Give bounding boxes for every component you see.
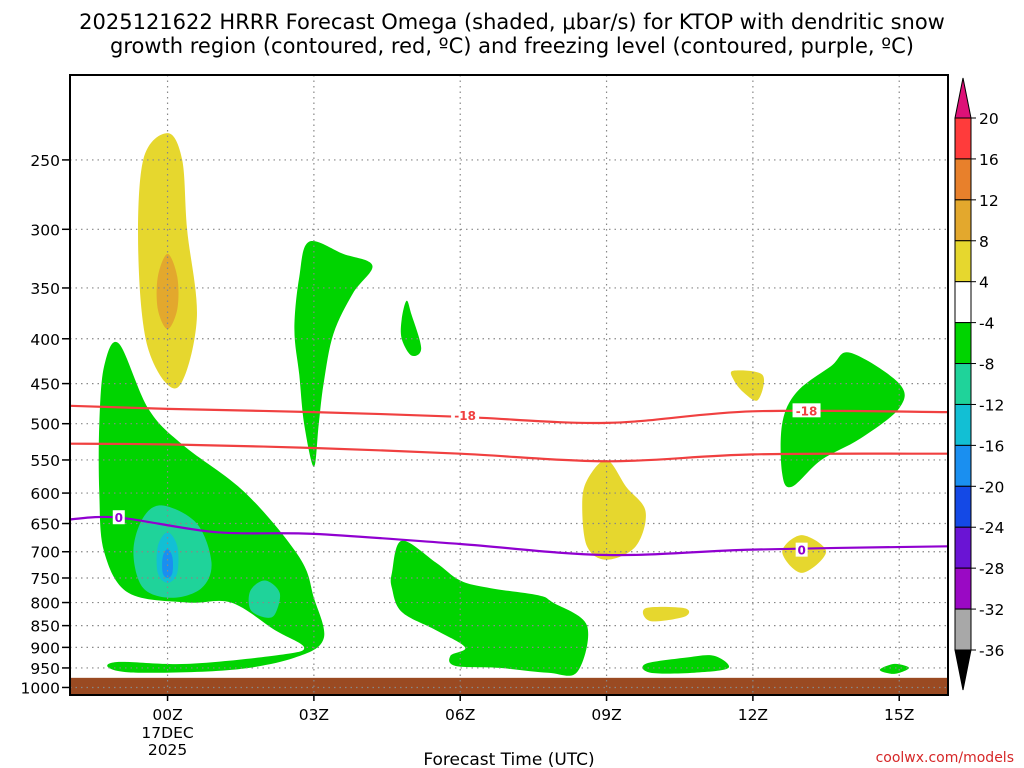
contour-label-2: 0 bbox=[115, 511, 123, 525]
y-tick-label-1000: 1000 bbox=[21, 679, 60, 697]
colorbar-swatch-0 bbox=[954, 117, 972, 160]
colorbar-top-arrow bbox=[954, 77, 972, 119]
colorbar-label-1: 16 bbox=[979, 151, 999, 169]
y-tick-label-600: 600 bbox=[30, 485, 60, 503]
plot-frame bbox=[69, 74, 949, 696]
ascent-small-yellow bbox=[642, 606, 690, 622]
colorbar-swatch-9 bbox=[954, 485, 972, 528]
y-tick-label-250: 250 bbox=[30, 152, 60, 170]
contour-label-bg bbox=[795, 542, 808, 557]
colorbar-label-2: 12 bbox=[979, 192, 999, 210]
colorbar-swatch-8 bbox=[954, 444, 972, 487]
omega-shaded-regions bbox=[98, 133, 909, 676]
x-tick-label-06Z: 06Z bbox=[445, 706, 475, 724]
colorbar-label-10: -24 bbox=[979, 519, 1004, 537]
y-tick-label-450: 450 bbox=[30, 376, 60, 394]
colorbar-swatch-7 bbox=[954, 403, 972, 446]
colorbar-swatch-3 bbox=[954, 240, 972, 283]
colorbar-label-4: 4 bbox=[979, 274, 989, 292]
colorbar-label-6: -8 bbox=[979, 356, 994, 374]
colorbar-label-0: 20 bbox=[979, 110, 999, 128]
contour-label-1: -18 bbox=[796, 404, 818, 418]
y-tick-label-350: 350 bbox=[30, 280, 60, 298]
ascent-upper-orange bbox=[156, 253, 179, 330]
colorbar-label-11: -28 bbox=[979, 560, 1004, 578]
y-tick-label-750: 750 bbox=[30, 570, 60, 588]
descent-core-blue bbox=[162, 549, 173, 578]
x-tick-label-12Z: 12Z bbox=[738, 706, 768, 724]
colorbar-label-8: -16 bbox=[979, 437, 1004, 455]
y-tick-label-950: 950 bbox=[30, 660, 60, 678]
colorbar-bottom-arrow bbox=[954, 649, 972, 691]
ground-surface bbox=[70, 677, 948, 695]
descent-right-green bbox=[780, 352, 905, 488]
colorbar-swatch-2 bbox=[954, 199, 972, 242]
y-tick-label-300: 300 bbox=[30, 221, 60, 239]
colorbar-label-5: -4 bbox=[979, 315, 994, 333]
contour-dgz-lower bbox=[69, 442, 949, 463]
colorbar-swatch-1 bbox=[954, 158, 972, 201]
y-tick-label-550: 550 bbox=[30, 452, 60, 470]
colorbar-label-12: -32 bbox=[979, 601, 1004, 619]
colorbar-swatch-10 bbox=[954, 526, 972, 569]
descent-small-blob bbox=[400, 300, 422, 357]
y-tick-label-400: 400 bbox=[30, 331, 60, 349]
colorbar-swatch-4 bbox=[954, 281, 972, 324]
colorbar-swatch-11 bbox=[954, 567, 972, 610]
credit-text: coolwx.com/models bbox=[876, 750, 1014, 766]
colorbar-swatch-5 bbox=[954, 322, 972, 365]
x-tick-label-09Z: 09Z bbox=[591, 706, 621, 724]
x-tick-label-15Z: 15Z bbox=[884, 706, 914, 724]
descent-lower-band bbox=[390, 540, 589, 676]
contour-label-bg bbox=[792, 403, 821, 418]
x-tick-year: 2025 bbox=[148, 741, 187, 759]
y-axis-ticks: 250 300 350 400 450 500 550 600 650 700 750 800 850 9… bbox=[21, 152, 70, 697]
colorbar-label-7: -12 bbox=[979, 396, 1004, 414]
contour-labels: -18 -18 0 0 bbox=[112, 403, 821, 558]
contour-label-0: -18 bbox=[454, 409, 476, 423]
contour-freezing-level bbox=[69, 515, 949, 557]
colorbar-label-13: -36 bbox=[979, 642, 1004, 660]
plot-area: -18 -18 0 0 bbox=[69, 74, 949, 696]
y-tick-label-700: 700 bbox=[30, 544, 60, 562]
contour-label-bg bbox=[451, 408, 480, 423]
colorbar: 20 16 12 8 4 -4 -8 -12 -16 -20 -24 -28 -32 -36 bbox=[954, 77, 1004, 691]
y-tick-label-850: 850 bbox=[30, 618, 60, 636]
contour-label-3: 0 bbox=[797, 544, 805, 558]
contour-label-bg bbox=[112, 510, 125, 525]
ascent-mid-yellow bbox=[582, 459, 646, 560]
x-axis-label: Forecast Time (UTC) bbox=[423, 750, 594, 768]
ascent-tiny-yellow bbox=[730, 370, 765, 401]
descent-upper-column bbox=[294, 241, 373, 467]
descent-bottom-blob bbox=[642, 655, 730, 674]
chart-title-line2: growth region (contoured, red, ºC) and f… bbox=[110, 34, 914, 58]
x-tick-label-03Z: 03Z bbox=[299, 706, 329, 724]
y-tick-label-800: 800 bbox=[30, 595, 60, 613]
colorbar-label-3: 8 bbox=[979, 233, 989, 251]
y-tick-label-500: 500 bbox=[30, 416, 60, 434]
y-tick-label-900: 900 bbox=[30, 639, 60, 657]
colorbar-label-9: -20 bbox=[979, 478, 1004, 496]
y-tick-label-650: 650 bbox=[30, 516, 60, 534]
descent-main-green bbox=[98, 341, 325, 673]
x-tick-label-00Z: 00Z bbox=[152, 706, 182, 724]
chart-title-line1: 2025121622 HRRR Forecast Omega (shaded, … bbox=[79, 10, 945, 34]
x-tick-date: 17DEC bbox=[141, 724, 193, 742]
colorbar-swatch-12 bbox=[954, 608, 972, 651]
descent-far-right-blob bbox=[879, 663, 909, 674]
colorbar-swatch-6 bbox=[954, 363, 972, 405]
descent-small-teal bbox=[248, 580, 281, 618]
